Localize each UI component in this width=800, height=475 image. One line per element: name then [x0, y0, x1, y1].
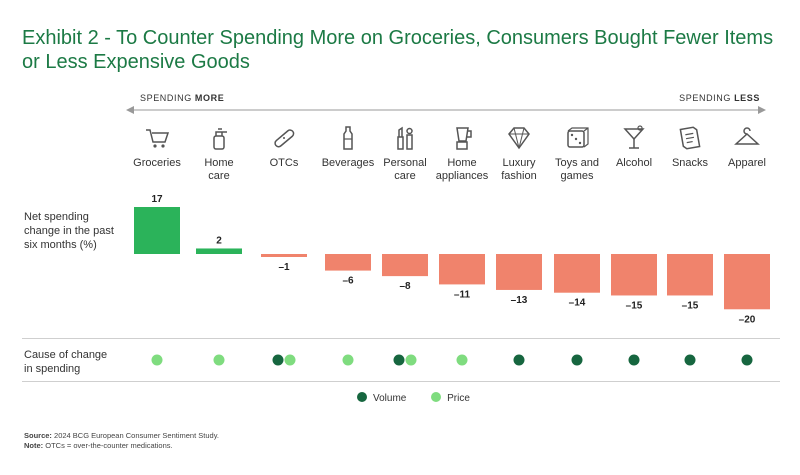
category-label: Apparel	[728, 157, 766, 169]
cosmetics-icon	[391, 124, 419, 152]
bar	[496, 254, 542, 290]
direction-arrow	[126, 106, 766, 114]
volume-dot-icon	[357, 392, 367, 402]
price-dot	[405, 354, 417, 366]
price-dot	[456, 354, 468, 366]
price-dot	[284, 354, 296, 366]
volume-dot	[393, 354, 405, 366]
category-label: Groceries	[133, 157, 181, 169]
cause-row-label: Cause of change in spending	[24, 349, 108, 375]
bar	[667, 254, 713, 296]
bar	[439, 254, 485, 285]
divider-top	[22, 338, 780, 339]
data-label: –14	[569, 298, 586, 309]
diamond-icon	[505, 124, 533, 152]
spending-more-label: SPENDING MORE	[140, 93, 225, 103]
volume-dot	[628, 354, 640, 366]
bar	[196, 248, 242, 254]
cart-icon	[143, 124, 171, 152]
category-label: Personal care	[383, 157, 427, 182]
data-label: –15	[626, 300, 643, 311]
category-label: Home appliances	[435, 157, 489, 182]
bar-chart: 17 2 –1 –6 –8 –11 –13 –14 –15 –15 –20	[134, 194, 770, 325]
category-label: Snacks	[671, 157, 709, 169]
blender-icon	[448, 124, 476, 152]
data-label: 2	[216, 235, 222, 246]
footnote: Note: OTCs = over-the-counter medication…	[24, 441, 173, 450]
volume-dot	[571, 354, 583, 366]
data-label: –11	[454, 289, 471, 300]
legend-volume: Volume	[357, 392, 406, 404]
bar	[554, 254, 600, 293]
category-label: Toys and games	[554, 157, 600, 182]
net-spending-row-label: Net spending change in the past six mont…	[24, 211, 114, 251]
category-label: Home care	[204, 157, 234, 182]
bar	[611, 254, 657, 296]
data-label: –13	[511, 295, 528, 306]
title-line-1: Exhibit 2 - To Counter Spending More on …	[22, 27, 774, 49]
divider-bottom	[22, 381, 780, 382]
bar	[325, 254, 371, 271]
source-note: Source: 2024 BCG European Consumer Senti…	[24, 431, 219, 440]
legend-price: Price	[431, 392, 470, 404]
bar	[134, 207, 180, 254]
price-dot	[342, 354, 354, 366]
price-dot-icon	[431, 392, 442, 402]
legend: Volume Price	[357, 392, 492, 404]
data-label: –20	[739, 314, 756, 325]
receipt-icon	[676, 124, 704, 152]
spray-bottle-icon	[205, 124, 233, 152]
cause-dots	[151, 354, 753, 366]
title-line-2: or Less Expensive Goods	[22, 51, 250, 73]
bar	[382, 254, 428, 277]
bandage-icon	[270, 124, 298, 152]
bottle-icon	[334, 124, 362, 152]
bar	[261, 254, 307, 257]
data-label: –8	[399, 281, 411, 292]
price-dot	[151, 354, 163, 366]
price-dot	[213, 354, 225, 366]
volume-dot	[684, 354, 696, 366]
data-label: –1	[278, 262, 290, 273]
hanger-icon	[733, 124, 761, 152]
dice-icon	[563, 124, 591, 152]
volume-dot	[513, 354, 525, 366]
cocktail-icon	[620, 124, 648, 152]
chart-title: Exhibit 2 - To Counter Spending More on …	[22, 26, 792, 74]
spending-less-label: SPENDING LESS	[679, 93, 760, 103]
data-label: –6	[342, 276, 354, 287]
bar	[724, 254, 770, 310]
volume-dot	[741, 354, 753, 366]
category-label: Alcohol	[615, 157, 653, 169]
data-label: –15	[682, 300, 699, 311]
category-label: OTCs	[269, 157, 299, 169]
category-label: Luxury fashion	[501, 157, 537, 182]
volume-dot	[272, 354, 284, 366]
data-label: 17	[151, 194, 163, 205]
category-label: Beverages	[321, 157, 375, 169]
